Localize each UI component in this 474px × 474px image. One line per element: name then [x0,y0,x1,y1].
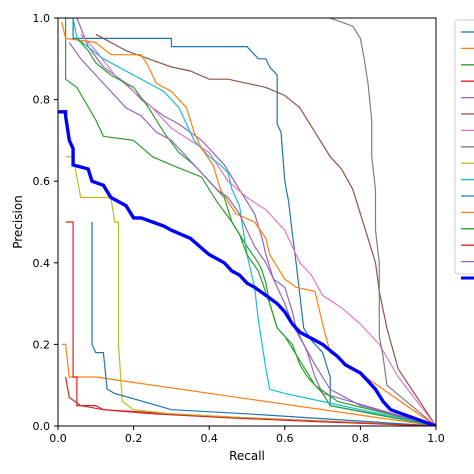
y-axis-label: Precision [11,195,25,249]
x-axis-label: Recall [229,449,265,463]
pr-curve-3 [65,18,436,426]
y-tick-label: 0.6 [33,175,51,188]
pr-curve-10 [72,18,436,426]
y-tick-label: 0.8 [33,94,51,107]
pr-curve-11 [91,222,436,426]
pr-curve-14 [65,376,436,426]
pr-curve-13 [76,37,436,426]
pr-curve-6 [95,33,436,426]
y-tick-label: 0.4 [33,257,51,270]
x-tick-label: 1.0 [427,432,445,445]
pr-curve-1 [65,18,436,426]
y-tick-label: 1.0 [33,12,51,25]
pr-curve-16 [58,110,436,426]
y-tick-label: 0.0 [33,420,51,433]
pr-curve-15 [68,42,436,426]
x-tick-label: 0.6 [276,432,294,445]
pr-curve-12 [61,21,436,426]
x-tick-label: 0.2 [125,432,143,445]
plot-frame [57,17,437,427]
y-tick-label: 0.2 [33,338,51,351]
legend [454,19,474,280]
pr-curve-9 [65,156,436,426]
x-tick-label: 0.0 [49,432,67,445]
pr-curve-2 [61,343,436,426]
axes-layer: 0.0 0.2 0.4 0.6 0.8 1.0 0.0 0.2 0.4 0.6 0.8 1.0 [33,12,445,445]
x-tick-label: 0.8 [352,432,370,445]
series-layer [58,18,436,426]
x-tick-label: 0.4 [200,432,218,445]
pr-curve-8 [329,18,436,426]
